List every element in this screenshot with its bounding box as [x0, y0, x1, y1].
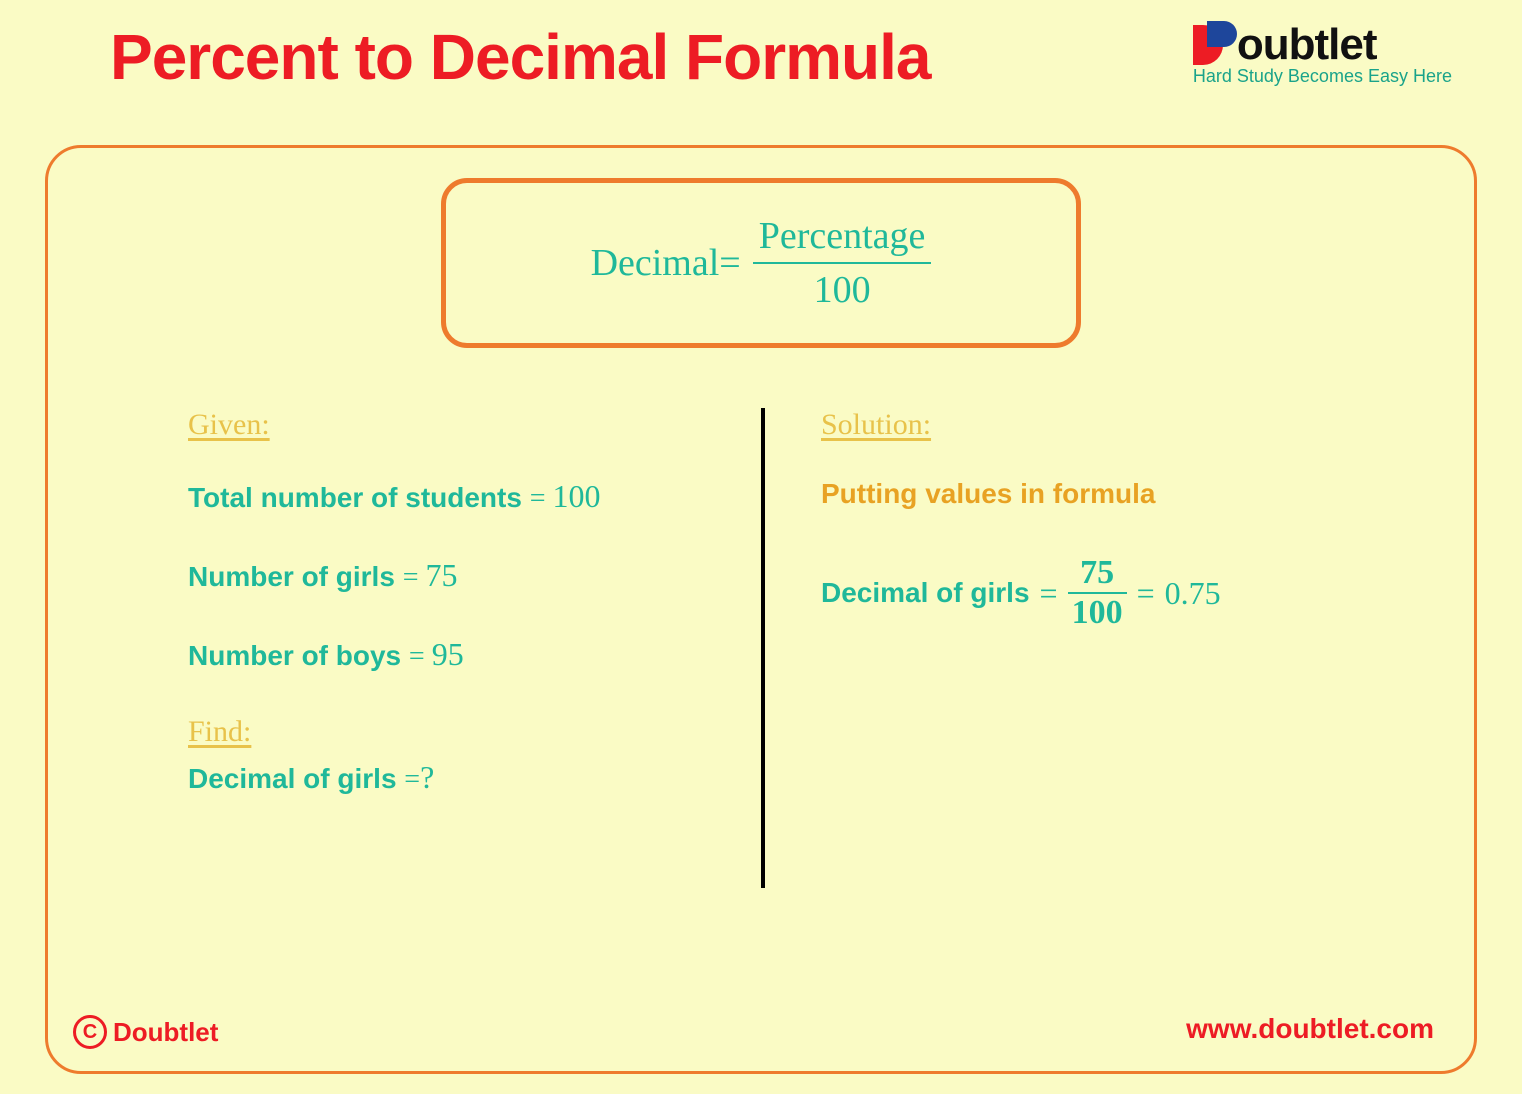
- solution-result-value: 0.75: [1165, 575, 1221, 612]
- logo-text: oubtlet: [1193, 20, 1377, 70]
- given-label-0: Total number of students: [188, 482, 522, 513]
- given-column: Given: Total number of students = 100 Nu…: [48, 408, 761, 796]
- given-heading: Given:: [188, 408, 711, 442]
- logo: oubtlet Hard Study Becomes Easy Here: [1193, 20, 1452, 87]
- formula-eq: =: [719, 241, 740, 285]
- given-line-1: Number of girls = 75: [188, 557, 711, 594]
- copyright-icon: C: [73, 1015, 107, 1049]
- columns: Given: Total number of students = 100 Nu…: [48, 408, 1474, 991]
- formula-numerator: Percentage: [753, 214, 932, 262]
- solution-result-label: Decimal of girls: [821, 577, 1030, 609]
- find-value: ?: [420, 759, 434, 795]
- solution-heading: Solution:: [821, 408, 1394, 442]
- solution-frac-den: 100: [1068, 594, 1127, 630]
- given-value-0: 100: [553, 478, 601, 514]
- logo-word: oubtlet: [1237, 20, 1377, 69]
- solution-result: Decimal of girls = 75 100 = 0.75: [821, 556, 1394, 630]
- formula-box: Decimal = Percentage 100: [441, 178, 1081, 348]
- given-label-2: Number of boys: [188, 640, 401, 671]
- solution-column: Solution: Putting values in formula Deci…: [761, 408, 1474, 630]
- formula-fraction: Percentage 100: [753, 214, 932, 312]
- formula-lhs: Decimal: [591, 241, 720, 285]
- find-heading: Find:: [188, 715, 711, 749]
- footer-url: www.doubtlet.com: [1186, 1013, 1434, 1045]
- copyright: C Doubtlet: [73, 1015, 218, 1049]
- given-value-1: 75: [426, 557, 458, 593]
- solution-frac-num: 75: [1076, 556, 1118, 592]
- given-line-2: Number of boys = 95: [188, 636, 711, 673]
- find-line: Decimal of girls =?: [188, 759, 711, 796]
- formula-denominator: 100: [808, 264, 877, 312]
- given-label-1: Number of girls: [188, 561, 395, 592]
- header: Percent to Decimal Formula oubtlet Hard …: [0, 20, 1522, 130]
- given-value-2: 95: [432, 636, 464, 672]
- find-label: Decimal of girls: [188, 763, 397, 794]
- solution-note: Putting values in formula: [821, 478, 1394, 510]
- solution-fraction: 75 100: [1068, 556, 1127, 630]
- given-line-0: Total number of students = 100: [188, 478, 711, 515]
- main-panel: Decimal = Percentage 100 Given: Total nu…: [45, 145, 1477, 1074]
- copyright-text: Doubtlet: [113, 1017, 218, 1048]
- page-title: Percent to Decimal Formula: [110, 20, 930, 94]
- logo-d-icon: [1193, 21, 1239, 65]
